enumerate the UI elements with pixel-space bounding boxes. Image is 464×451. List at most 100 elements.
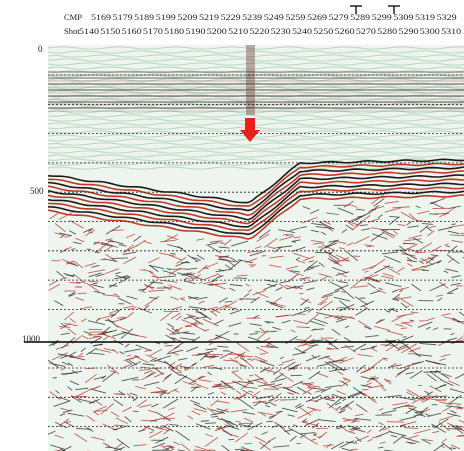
cmp-number: 5259 bbox=[285, 12, 305, 22]
noise bbox=[340, 291, 346, 293]
noise bbox=[354, 212, 369, 222]
noise bbox=[288, 427, 304, 437]
noise bbox=[55, 390, 60, 394]
noise bbox=[458, 311, 464, 317]
noise bbox=[242, 411, 256, 415]
noise bbox=[149, 431, 154, 434]
noise bbox=[59, 413, 66, 417]
noise bbox=[297, 313, 306, 315]
noise bbox=[237, 259, 254, 264]
noise bbox=[88, 352, 105, 355]
noise bbox=[116, 316, 125, 319]
noise bbox=[83, 228, 92, 233]
noise bbox=[263, 383, 279, 390]
noise bbox=[168, 407, 176, 411]
cmp-number: 5239 bbox=[242, 12, 262, 22]
noise bbox=[190, 399, 201, 405]
noise bbox=[363, 276, 380, 283]
noise bbox=[102, 333, 116, 339]
wavelet bbox=[48, 58, 464, 62]
noise bbox=[243, 417, 254, 423]
noise bbox=[287, 414, 295, 417]
noise bbox=[205, 422, 217, 424]
noise bbox=[369, 357, 385, 369]
noise bbox=[88, 227, 94, 232]
noise bbox=[293, 236, 301, 239]
noise bbox=[339, 247, 345, 250]
noise bbox=[277, 423, 290, 435]
noise bbox=[69, 220, 84, 229]
noise bbox=[432, 395, 448, 398]
noise bbox=[373, 198, 385, 207]
noise bbox=[219, 351, 234, 359]
shot-number: 5270 bbox=[356, 26, 376, 36]
noise bbox=[164, 360, 174, 369]
noise bbox=[180, 373, 197, 383]
noise bbox=[54, 223, 66, 233]
noise bbox=[222, 429, 233, 437]
noise bbox=[149, 357, 158, 362]
cmp-number: 5319 bbox=[415, 12, 435, 22]
noise bbox=[338, 280, 348, 284]
noise bbox=[112, 332, 126, 337]
noise bbox=[318, 431, 328, 439]
noise bbox=[339, 409, 346, 414]
noise bbox=[153, 367, 164, 375]
noise bbox=[91, 385, 101, 390]
noise bbox=[101, 326, 111, 335]
noise bbox=[398, 245, 405, 251]
noise bbox=[319, 241, 336, 251]
noise bbox=[279, 372, 294, 382]
noise bbox=[421, 394, 438, 403]
noise bbox=[230, 257, 239, 263]
noise bbox=[346, 242, 354, 247]
noise bbox=[400, 321, 413, 324]
noise bbox=[319, 419, 336, 422]
noise bbox=[156, 386, 166, 392]
noise bbox=[170, 368, 181, 377]
noise bbox=[385, 343, 399, 352]
noise bbox=[324, 242, 337, 249]
noise bbox=[81, 387, 93, 395]
noise bbox=[455, 336, 464, 342]
noise bbox=[247, 336, 263, 343]
noise bbox=[80, 308, 86, 310]
noise bbox=[273, 247, 283, 249]
noise bbox=[448, 380, 460, 387]
noise bbox=[406, 259, 417, 263]
noise bbox=[87, 231, 94, 234]
noise bbox=[429, 371, 442, 381]
wavelet bbox=[48, 50, 464, 54]
noise bbox=[213, 383, 222, 386]
noise bbox=[401, 250, 418, 260]
noise bbox=[457, 434, 464, 437]
noise bbox=[420, 395, 434, 401]
noise bbox=[380, 344, 396, 347]
noise bbox=[207, 371, 212, 376]
noise bbox=[400, 421, 417, 427]
noise bbox=[315, 226, 333, 229]
shot-number: 5210 bbox=[228, 26, 248, 36]
noise bbox=[336, 426, 345, 430]
noise bbox=[169, 327, 183, 336]
noise bbox=[102, 329, 118, 335]
cmp-number: 5189 bbox=[134, 12, 154, 22]
noise bbox=[64, 323, 78, 327]
noise bbox=[198, 300, 205, 304]
noise bbox=[191, 362, 197, 366]
noise bbox=[294, 403, 302, 408]
noise bbox=[339, 400, 355, 410]
noise bbox=[354, 296, 368, 306]
noise bbox=[162, 398, 179, 409]
noise bbox=[383, 426, 391, 431]
noise bbox=[281, 358, 295, 364]
noise bbox=[336, 307, 341, 309]
reflector bbox=[48, 194, 464, 240]
noise bbox=[311, 354, 317, 359]
noise bbox=[179, 297, 186, 299]
noise bbox=[209, 310, 218, 317]
wavelet bbox=[48, 134, 464, 138]
shot-number: 5190 bbox=[186, 26, 206, 36]
noise bbox=[317, 363, 330, 367]
noise bbox=[133, 444, 147, 447]
